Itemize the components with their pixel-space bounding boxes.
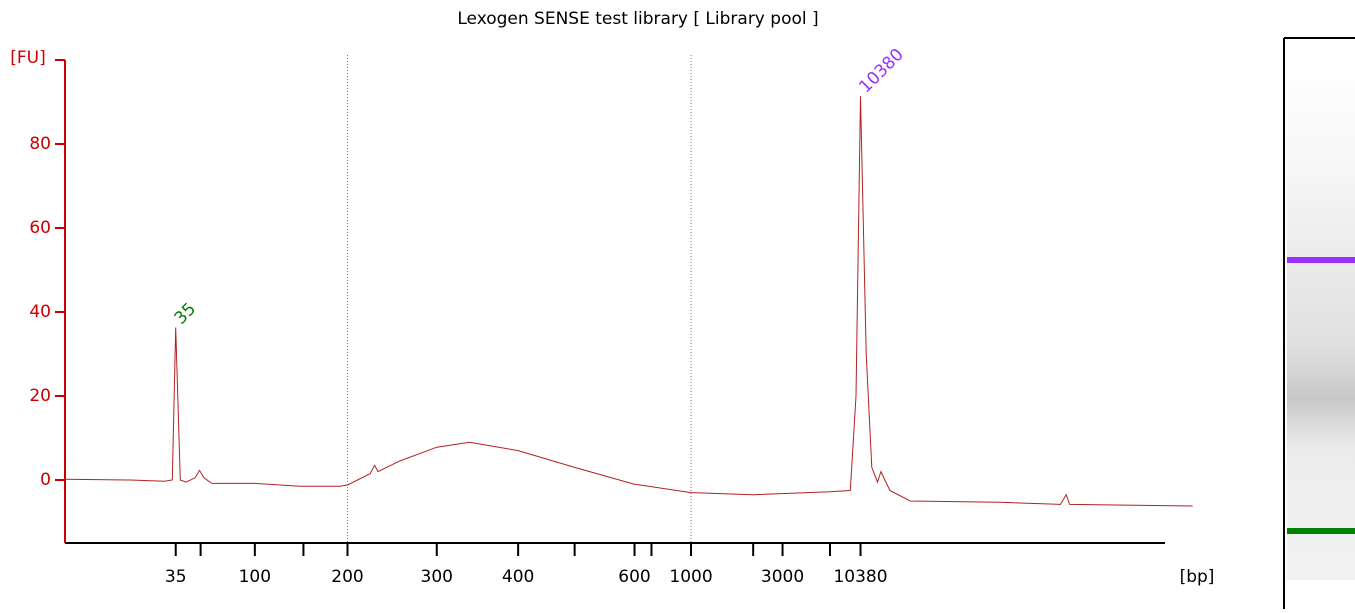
y-axis-label: [FU] (10, 48, 46, 68)
x-tick-label: 400 (502, 567, 534, 587)
y-tick-label: 0 (40, 470, 51, 490)
x-tick-label: 200 (331, 567, 363, 587)
peak-label: 35 (171, 299, 200, 328)
chart-title: Lexogen SENSE test library [ Library poo… (457, 9, 818, 29)
gel-lane (1283, 37, 1355, 609)
x-tick-label: 1000 (669, 567, 712, 587)
y-tick-label: 40 (29, 302, 51, 322)
x-axis-label: [bp] (1180, 567, 1215, 587)
trace (64, 96, 1193, 507)
x-tick-label: 100 (239, 567, 271, 587)
y-tick-label: 60 (29, 218, 51, 238)
x-tick-label: 3000 (761, 567, 804, 587)
x-tick-label: 35 (165, 567, 187, 587)
x-tick-label: 300 (421, 567, 453, 587)
y-tick-label: 80 (29, 134, 51, 154)
peak-label: 10380 (855, 45, 907, 97)
y-tick-label: 20 (29, 386, 51, 406)
x-tick-label: 10380 (833, 567, 887, 587)
x-tick-label: 600 (618, 567, 650, 587)
